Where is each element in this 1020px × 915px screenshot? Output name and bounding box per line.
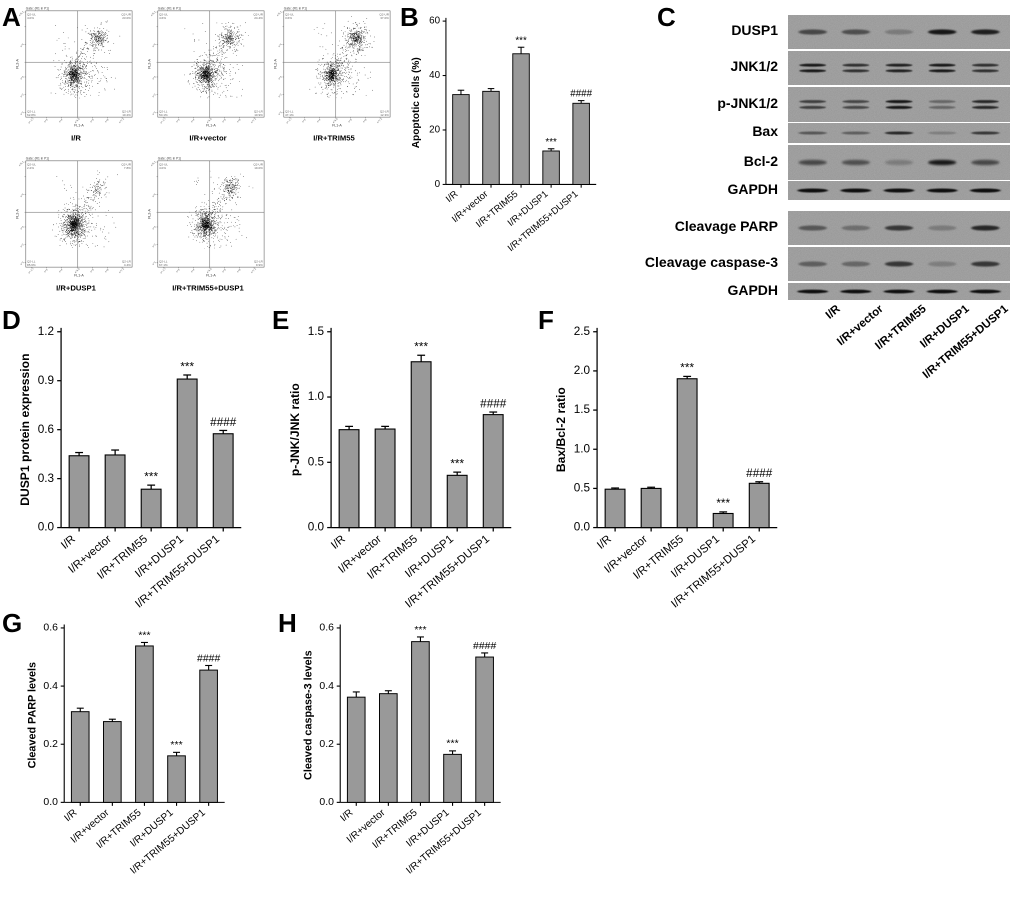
svg-text:7.8%: 7.8% (124, 166, 131, 170)
svg-text:Gate: (R1 in P1): Gate: (R1 in P1) (284, 7, 307, 11)
svg-text:I/R: I/R (71, 134, 81, 143)
svg-text:4.4%: 4.4% (124, 263, 131, 267)
svg-text:85.6%: 85.6% (27, 263, 36, 267)
svg-text:37.0%: 37.0% (380, 16, 389, 20)
svg-text:FL2-A: FL2-A (274, 59, 278, 69)
svg-text:4.6%: 4.6% (159, 16, 166, 20)
svg-text:FL2-A: FL2-A (16, 59, 20, 69)
svg-text:12.3%: 12.3% (380, 113, 389, 117)
svg-text:I/R+TRIM55: I/R+TRIM55 (313, 134, 355, 143)
svg-text:10.9%: 10.9% (254, 113, 263, 117)
svg-text:50.1%: 50.1% (159, 113, 168, 117)
svg-text:2.2%: 2.2% (27, 166, 34, 170)
svg-text:FL1-A: FL1-A (74, 124, 84, 128)
svg-text:47.1%: 47.1% (285, 113, 294, 117)
svg-text:FL2-A: FL2-A (148, 59, 152, 69)
svg-text:24.4%: 24.4% (254, 16, 263, 20)
svg-text:Gate: (R1 in P1): Gate: (R1 in P1) (26, 7, 49, 11)
svg-text:4.0%: 4.0% (27, 16, 34, 20)
svg-text:62.8%: 62.8% (27, 113, 36, 117)
svg-text:3.6%: 3.6% (285, 16, 292, 20)
svg-text:I/R+vector: I/R+vector (189, 134, 226, 143)
svg-text:10.2%: 10.2% (122, 113, 131, 117)
svg-text:23.0%: 23.0% (122, 16, 131, 20)
svg-text:FL1-A: FL1-A (332, 124, 342, 128)
svg-text:Gate: (R1 in P1): Gate: (R1 in P1) (26, 157, 49, 161)
svg-text:Gate: (R1 in P1): Gate: (R1 in P1) (158, 7, 181, 11)
svg-text:FL1-A: FL1-A (206, 124, 216, 128)
